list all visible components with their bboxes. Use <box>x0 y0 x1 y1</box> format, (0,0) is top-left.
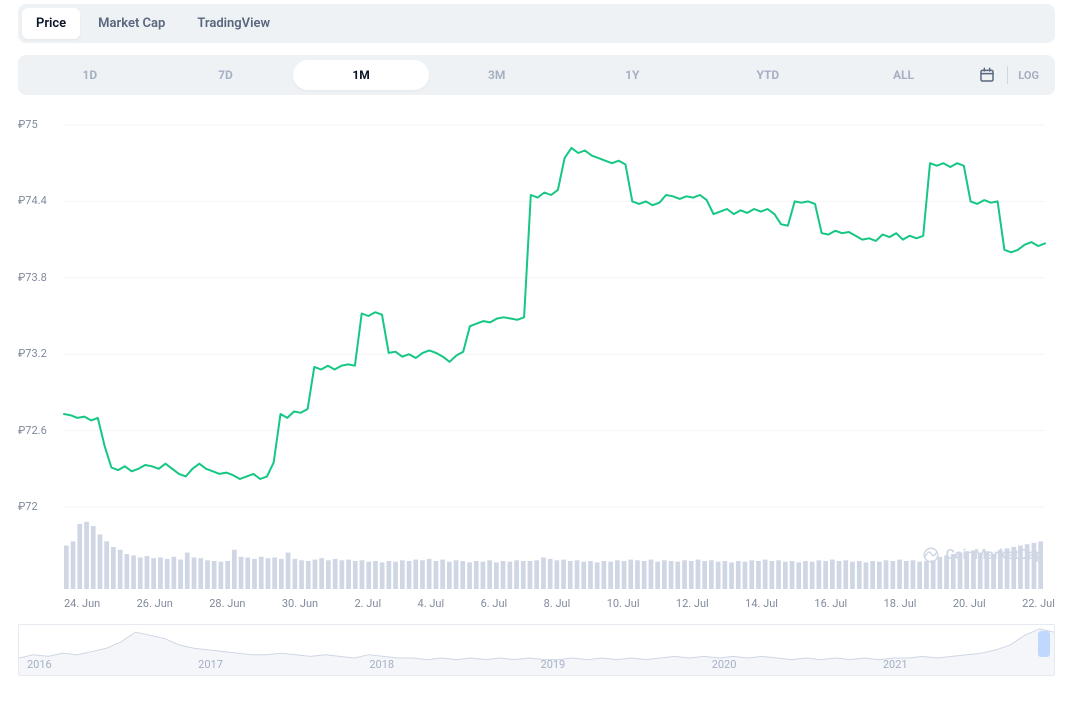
chart-type-tabs: Price Market Cap TradingView <box>18 4 1055 43</box>
x-tick-label: 24. Jun <box>64 597 100 610</box>
range-extra: LOG <box>971 59 1051 91</box>
x-tick-label: 10. Jul <box>607 597 640 610</box>
x-tick-label: 16. Jul <box>814 597 847 610</box>
range-all[interactable]: ALL <box>836 60 972 90</box>
time-range-bar: 1D 7D 1M 3M 1Y YTD ALL LOG <box>18 55 1055 95</box>
calendar-icon[interactable] <box>971 59 1003 91</box>
y-tick-label: ₽72.6 <box>18 424 47 437</box>
x-tick-label: 2. Jul <box>355 597 382 610</box>
volume-bars-svg <box>18 519 1055 591</box>
range-1m[interactable]: 1M <box>293 60 429 90</box>
overview-x-label: 2016 <box>27 658 198 671</box>
navigator-handle[interactable] <box>1038 631 1050 657</box>
x-tick-label: 14. Jul <box>745 597 778 610</box>
y-tick-label: ₽73.8 <box>18 271 47 284</box>
x-tick-label: 18. Jul <box>884 597 917 610</box>
divider <box>1007 66 1008 84</box>
time-range-items: 1D 7D 1M 3M 1Y YTD ALL <box>22 60 971 90</box>
range-1y[interactable]: 1Y <box>564 60 700 90</box>
x-tick-label: 30. Jun <box>282 597 318 610</box>
overview-x-label: 2019 <box>541 658 712 671</box>
range-1d[interactable]: 1D <box>22 60 158 90</box>
x-tick-label: 26. Jun <box>137 597 173 610</box>
overview-x-label: 2021 <box>883 658 1054 671</box>
range-3m[interactable]: 3M <box>429 60 565 90</box>
range-ytd[interactable]: YTD <box>700 60 836 90</box>
price-line-svg <box>18 115 1055 515</box>
range-7d[interactable]: 7D <box>158 60 294 90</box>
overview-x-label: 2017 <box>198 658 369 671</box>
x-tick-label: 28. Jun <box>209 597 245 610</box>
overview-navigator[interactable]: 201620172018201920202021 <box>18 624 1055 676</box>
tab-market-cap[interactable]: Market Cap <box>84 8 179 39</box>
overview-x-labels: 201620172018201920202021 <box>19 658 1054 671</box>
x-tick-label: 8. Jul <box>544 597 571 610</box>
tab-tradingview[interactable]: TradingView <box>183 8 284 39</box>
price-chart: ₽75₽74.4₽73.8₽73.2₽72.6₽72 CoinMarketCap… <box>18 115 1055 610</box>
y-tick-label: ₽75 <box>18 118 38 131</box>
y-tick-label: ₽72 <box>18 500 38 513</box>
log-toggle[interactable]: LOG <box>1012 69 1045 82</box>
overview-x-label: 2020 <box>712 658 883 671</box>
x-tick-label: 6. Jul <box>481 597 508 610</box>
x-tick-label: 22. Jul <box>1022 597 1055 610</box>
x-axis-labels: 24. Jun 26. Jun 28. Jun 30. Jun 2. Jul 4. Jul… <box>18 591 1055 610</box>
y-tick-label: ₽74.4 <box>18 194 47 207</box>
x-tick-label: 12. Jul <box>676 597 709 610</box>
x-tick-label: 4. Jul <box>418 597 445 610</box>
x-tick-label: 20. Jul <box>953 597 986 610</box>
y-tick-label: ₽73.2 <box>18 347 47 360</box>
tab-price[interactable]: Price <box>22 8 80 39</box>
overview-x-label: 2018 <box>369 658 540 671</box>
